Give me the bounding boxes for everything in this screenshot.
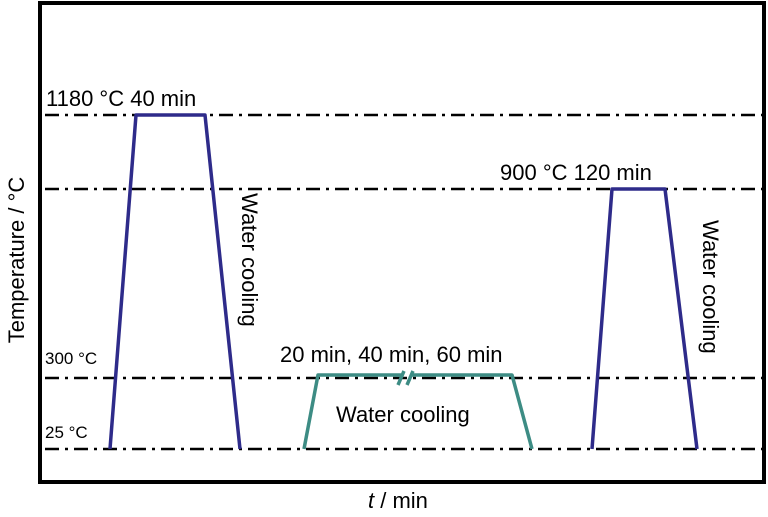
profile-900-treatment: [590, 187, 699, 450]
label-water-cooling-3: Water cooling: [698, 220, 723, 354]
label-1180: 1180 °C 40 min: [46, 86, 196, 111]
plot-frame: [38, 1, 766, 484]
break-mark: [405, 370, 415, 386]
label-water-cooling-1: Water cooling: [237, 193, 262, 327]
label-water-cooling-2: Water cooling: [336, 402, 470, 427]
x-axis-label-variable: t: [368, 488, 375, 513]
profile-1180-solution: [108, 113, 242, 450]
break-mark: [396, 370, 406, 386]
x-axis-label: t / min: [368, 488, 428, 513]
label-900: 900 °C 120 min: [500, 160, 652, 185]
x-axis-label-unit: / min: [374, 488, 428, 513]
y-axis-label: Temperature / °C: [4, 177, 29, 344]
label-25: 25 °C: [45, 423, 88, 442]
profile-300-tempering-b: [412, 373, 534, 450]
profile-300-tempering-a: [302, 373, 401, 450]
label-300: 300 °C: [45, 349, 97, 368]
label-tempering-times: 20 min, 40 min, 60 min: [280, 342, 503, 367]
